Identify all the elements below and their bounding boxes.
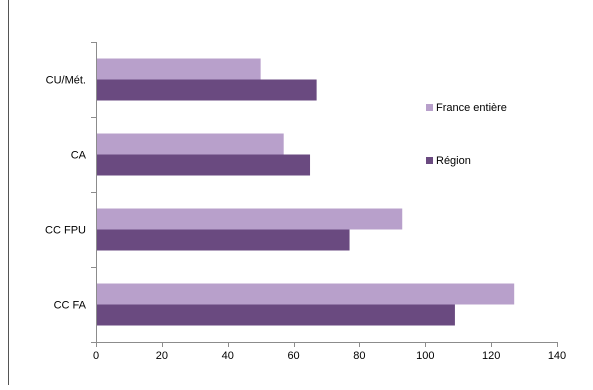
legend-swatch-france-entiere (426, 104, 433, 111)
bar-region-1 (96, 154, 311, 176)
labels-layer: 0 20 40 60 80 100 120 140 CU/Mét. CA CC FPU CC FA (45, 75, 566, 363)
bar-region-3 (96, 304, 455, 326)
x-tick-label: 80 (353, 350, 365, 362)
x-tick-label: 0 (93, 350, 99, 362)
axes-layer (91, 42, 558, 347)
bars-layer (96, 58, 515, 326)
category-label: CU/Mét. (46, 75, 86, 87)
legend-label-region: Région (436, 155, 471, 167)
x-tick-label: 40 (222, 350, 234, 362)
x-tick-label: 20 (156, 350, 168, 362)
bar-region-2 (96, 229, 350, 251)
category-label: CC FPU (45, 225, 86, 237)
x-tick-label: 100 (416, 350, 434, 362)
x-tick-label: 120 (482, 350, 500, 362)
bar-region-0 (96, 79, 317, 101)
x-tick-label: 140 (548, 350, 566, 362)
legend: France entière Région (426, 102, 507, 167)
x-tick-label: 60 (287, 350, 299, 362)
bar-france-entiere-0 (96, 58, 261, 80)
bar-france-entiere-1 (96, 133, 284, 155)
bar-france-entiere-3 (96, 283, 515, 305)
category-label: CC FA (54, 300, 87, 312)
category-label: CA (71, 150, 87, 162)
bar-france-entiere-2 (96, 208, 403, 230)
legend-label-france-entiere: France entière (436, 102, 507, 114)
legend-swatch-region (426, 157, 433, 164)
